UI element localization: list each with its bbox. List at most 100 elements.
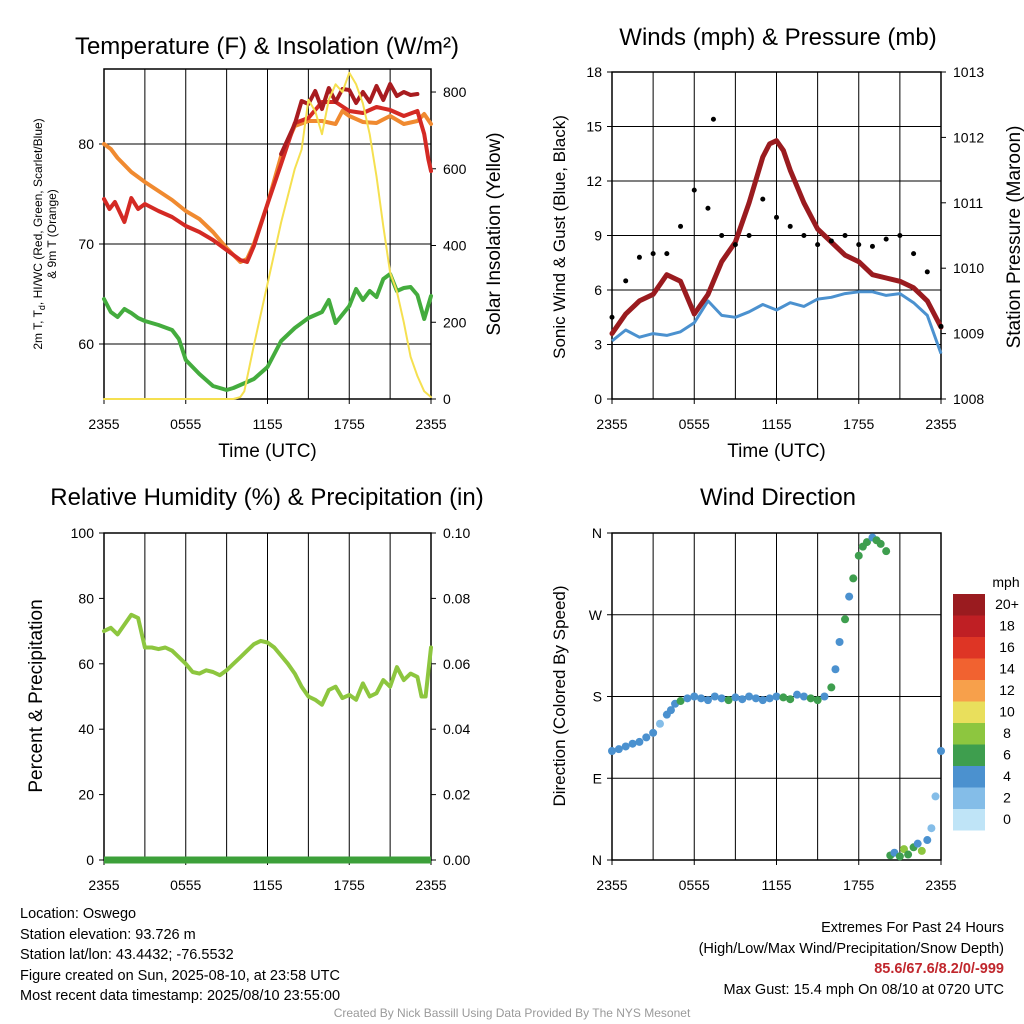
direction-point [628, 739, 637, 748]
x-tick-label: 1755 [334, 416, 365, 432]
legend-label: 6 [1003, 747, 1011, 763]
y2-tick-label: 0.06 [443, 656, 470, 672]
x-tick-label: 0555 [170, 416, 201, 432]
legend-swatch [953, 787, 985, 809]
x-axis-label: Time (UTC) [727, 441, 826, 462]
y-axis-label: Percent & Precipitation [26, 599, 47, 792]
direction-point [738, 695, 747, 704]
gust-point [678, 223, 684, 229]
extremes-legend: (High/Low/Max Wind/Precipitation/Snow De… [698, 940, 1004, 957]
y2-tick-label: 1011 [953, 195, 983, 211]
gust-point [705, 205, 711, 211]
direction-point [642, 733, 651, 742]
y2-tick-label: 0.10 [443, 525, 470, 541]
legend-swatch [953, 744, 985, 766]
legend-label: 8 [1003, 725, 1011, 741]
legend-label: 10 [999, 704, 1015, 720]
x-tick-label: 2355 [596, 877, 627, 893]
gust-point [883, 236, 889, 242]
y2-axis-label: Solar Insolation (Yellow) [484, 132, 505, 335]
chart-panel-3: 2355 0555 1155 1755 2355 Relative Humidity (%… [26, 484, 484, 893]
y2-tick-label: 0.08 [443, 590, 470, 606]
speed-legend: mph 20+ 18 16 14 12 10 8 6 4 2 0 [953, 574, 1020, 831]
x-tick-label: 2355 [88, 877, 119, 893]
x-tick-label: 2355 [415, 416, 446, 432]
y-tick-label: 80 [78, 590, 94, 606]
chart-title: Relative Humidity (%) & Precipitation (i… [50, 484, 483, 511]
direction-point [927, 824, 936, 833]
y2-axis-label: Station Pressure (Maroon) [1004, 126, 1024, 349]
y2-tick-label: 600 [443, 161, 467, 177]
direction-point [703, 696, 712, 705]
series-line-5 [103, 71, 432, 400]
direction-point [786, 695, 795, 704]
direction-point [899, 845, 908, 854]
gust-point [623, 278, 629, 284]
direction-point [793, 690, 802, 699]
y-tick-label: 18 [586, 64, 602, 80]
x-tick-label: 2355 [88, 416, 119, 432]
gust-point [897, 233, 903, 238]
legend-swatch [953, 680, 985, 702]
chart-panel-2: 2355 0555 1155 1755 2355 Winds (mph) & Pressu… [550, 24, 1024, 462]
direction-point [913, 839, 922, 848]
legend-swatch [953, 658, 985, 680]
gust-point [869, 243, 875, 249]
y-tick-label: N [592, 525, 602, 541]
direction-point [835, 638, 844, 646]
chart-title: Winds (mph) & Pressure (mb) [619, 24, 936, 51]
direction-point [862, 538, 871, 547]
x-tick-label: 1155 [252, 877, 282, 893]
gust-point [609, 314, 615, 320]
legend-swatch [953, 723, 985, 745]
legend-swatch [953, 809, 985, 831]
x-tick-label: 2355 [925, 877, 956, 893]
gust-point [732, 242, 738, 248]
extremes-values: 85.6/67.6/8.2/0/-999 [874, 961, 1004, 977]
legend-swatch [953, 637, 985, 659]
y-tick-label: 40 [78, 721, 94, 737]
x-tick-label: 2355 [415, 877, 446, 893]
legend-label: 16 [999, 639, 1015, 655]
gust-point [746, 233, 752, 238]
extremes-info: Extremes For Past 24 Hours (High/Low/Max… [699, 918, 1004, 1000]
y-tick-label: 3 [594, 337, 602, 353]
direction-point [635, 737, 644, 746]
x-tick-label: 1155 [252, 416, 282, 432]
direction-point [799, 692, 808, 701]
y2-tick-label: 200 [443, 314, 467, 330]
x-tick-label: 1755 [843, 416, 874, 432]
gust-point [719, 233, 725, 238]
direction-point [937, 747, 945, 755]
y2-tick-label: 400 [443, 238, 467, 254]
legend-swatch [953, 615, 985, 637]
wind-speed-line [611, 290, 943, 355]
y-tick-label: E [593, 770, 602, 786]
y2-tick-label: 1013 [953, 64, 984, 80]
direction-point [717, 694, 726, 703]
direction-point [923, 836, 932, 845]
gust-point [664, 251, 670, 257]
legend-title: mph [992, 574, 1019, 590]
direction-point [813, 696, 822, 705]
station-elevation: Station elevation: 93.726 m [20, 926, 196, 943]
legend-swatch [953, 701, 985, 723]
direction-point [827, 683, 836, 692]
y-tick-label: 6 [594, 282, 602, 298]
y2-tick-label: 0.04 [443, 721, 470, 737]
legend-label: 14 [999, 661, 1015, 677]
x-axis-label: Time (UTC) [218, 441, 317, 462]
y-tick-label: 9 [594, 228, 602, 244]
gust-point [924, 269, 930, 275]
max-gust: Max Gust: 15.4 mph On 08/10 at 0720 UTC [723, 981, 1004, 998]
legend-swatch [953, 594, 985, 616]
direction-point [683, 694, 692, 703]
direction-point [820, 692, 829, 701]
direction-point [690, 692, 699, 701]
x-tick-label: 1155 [761, 416, 791, 432]
gust-point [801, 233, 807, 238]
y2-tick-label: 800 [443, 84, 467, 100]
y-axis-label: Direction (Colored By Speed) [550, 585, 569, 806]
direction-point [876, 539, 885, 548]
direction-point [614, 745, 623, 754]
